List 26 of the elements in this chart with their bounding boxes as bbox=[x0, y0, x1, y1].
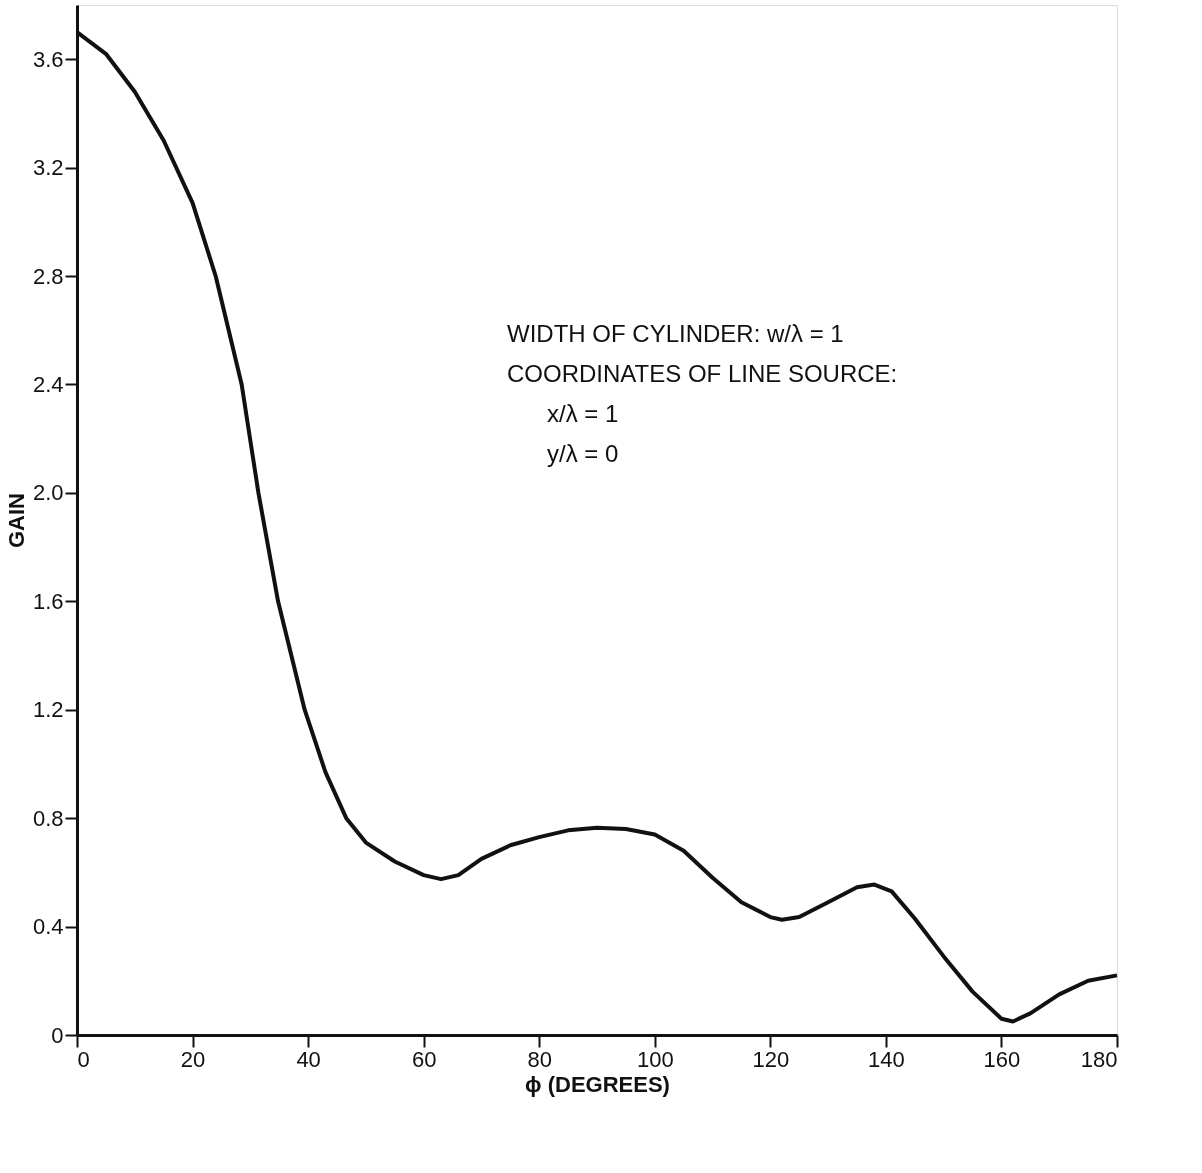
y-tick-label: 2.8 bbox=[32, 263, 64, 289]
y-tick-label: 2.4 bbox=[32, 371, 64, 397]
y-tick-label: 0.8 bbox=[32, 805, 64, 831]
annotation: COORDINATES OF LINE SOURCE: bbox=[507, 360, 898, 387]
x-tick-label: 160 bbox=[983, 1046, 1021, 1072]
x-tick-label: 140 bbox=[868, 1046, 905, 1072]
annotation: y/λ = 0 bbox=[547, 440, 619, 467]
x-tick-label: 100 bbox=[636, 1046, 674, 1072]
y-tick-label: 3.6 bbox=[32, 46, 64, 72]
x-tick-label: 0 bbox=[77, 1046, 90, 1072]
x-tick-label: 120 bbox=[752, 1046, 790, 1072]
y-tick-label: 0.4 bbox=[32, 914, 64, 940]
x-tick-label: 40 bbox=[296, 1046, 321, 1072]
x-tick-label: 20 bbox=[180, 1046, 206, 1072]
y-tick-label: 1.2 bbox=[32, 697, 64, 723]
x-tick-label: 180 bbox=[1080, 1046, 1118, 1072]
x-tick-label: 80 bbox=[527, 1046, 552, 1072]
y-axis-title: GAIN bbox=[3, 493, 29, 548]
y-tick-label: 3.2 bbox=[32, 155, 64, 181]
x-tick-label: 60 bbox=[411, 1046, 437, 1072]
y-tick-label: 1.6 bbox=[32, 588, 64, 614]
annotation: x/λ = 1 bbox=[547, 400, 619, 427]
x-axis-title: ϕ (DEGREES) bbox=[525, 1071, 670, 1097]
y-tick-label: 0 bbox=[51, 1022, 64, 1048]
y-tick-label: 2.0 bbox=[32, 480, 64, 506]
annotation: WIDTH OF CYLINDER: w/λ = 1 bbox=[507, 320, 844, 347]
